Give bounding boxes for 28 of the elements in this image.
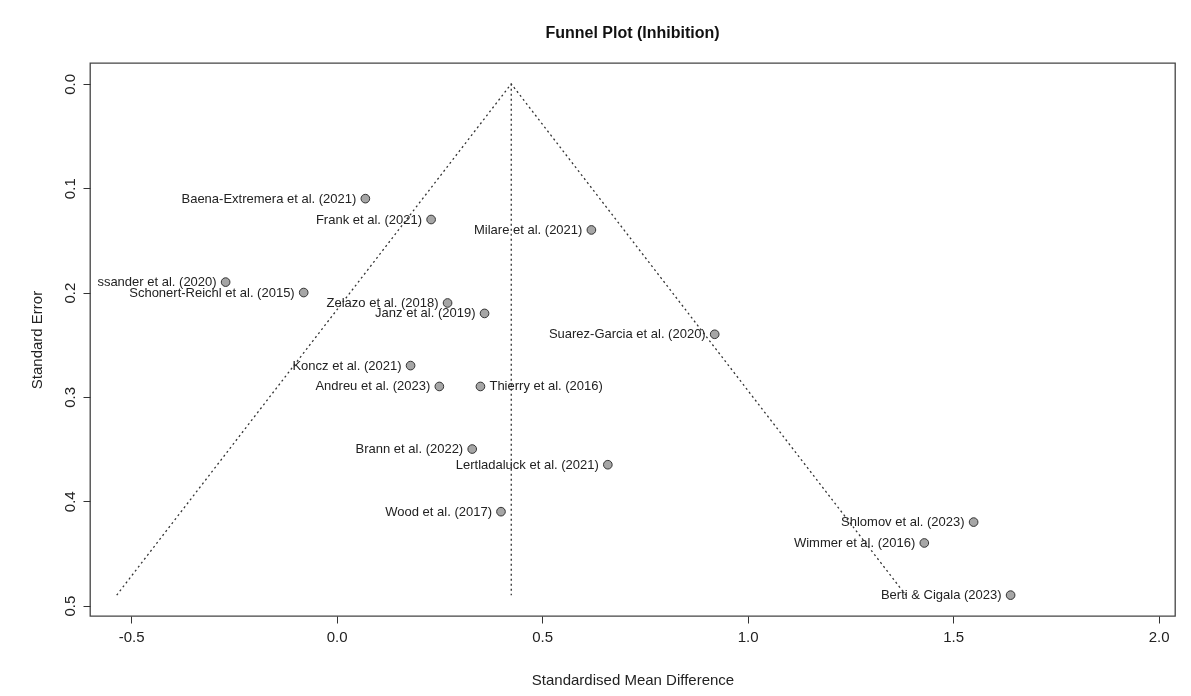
y-tick-label: 0.2 — [60, 282, 78, 304]
annotation: Baena-Extremera et al. (2021) — [181, 190, 357, 206]
annotation: Berti & Cigala (2023) — [880, 587, 1002, 603]
x-tick-label: 1.0 — [737, 627, 759, 645]
x-axis-title: Standardised Mean Difference — [531, 670, 735, 688]
annotation: Wood et al. (2017) — [385, 503, 492, 519]
chart-title: Funnel Plot (Inhibition) — [545, 24, 720, 41]
annotation: Lertladaluck et al. (2021) — [455, 456, 599, 472]
x-tick-label: 0.0 — [326, 627, 348, 645]
annotation: Wimmer et al. (2016) — [793, 534, 916, 550]
x-tick-label: 1.5 — [943, 627, 964, 645]
annotation: Suarez-Garcia et al. (2020) — [548, 326, 706, 342]
x-tick-label: 0.5 — [532, 627, 554, 645]
annotation: Andreu et al. (2023) — [315, 378, 431, 394]
x-tick-label: -0.5 — [118, 627, 145, 645]
y-tick-label: 0.0 — [60, 73, 78, 95]
y-tick-label: 0.5 — [60, 595, 78, 617]
annotation: Frank et al. (2021) — [315, 211, 423, 227]
annotation: Shlomov et al. (2023) — [841, 514, 965, 530]
y-tick-label: 0.3 — [60, 386, 78, 408]
y-tick-label: 0.1 — [60, 178, 78, 200]
y-tick-label: 0.4 — [60, 491, 78, 513]
annotation: Thierry et al. (2016) — [489, 378, 603, 394]
x-tick-label: 2.0 — [1148, 627, 1170, 645]
annotation: Brann et al. (2022) — [355, 441, 464, 457]
annotation: Milare et al. (2021) — [474, 221, 583, 237]
annotation: Koncz et al. (2021) — [292, 357, 402, 373]
y-axis-title: Standard Error — [27, 290, 45, 390]
